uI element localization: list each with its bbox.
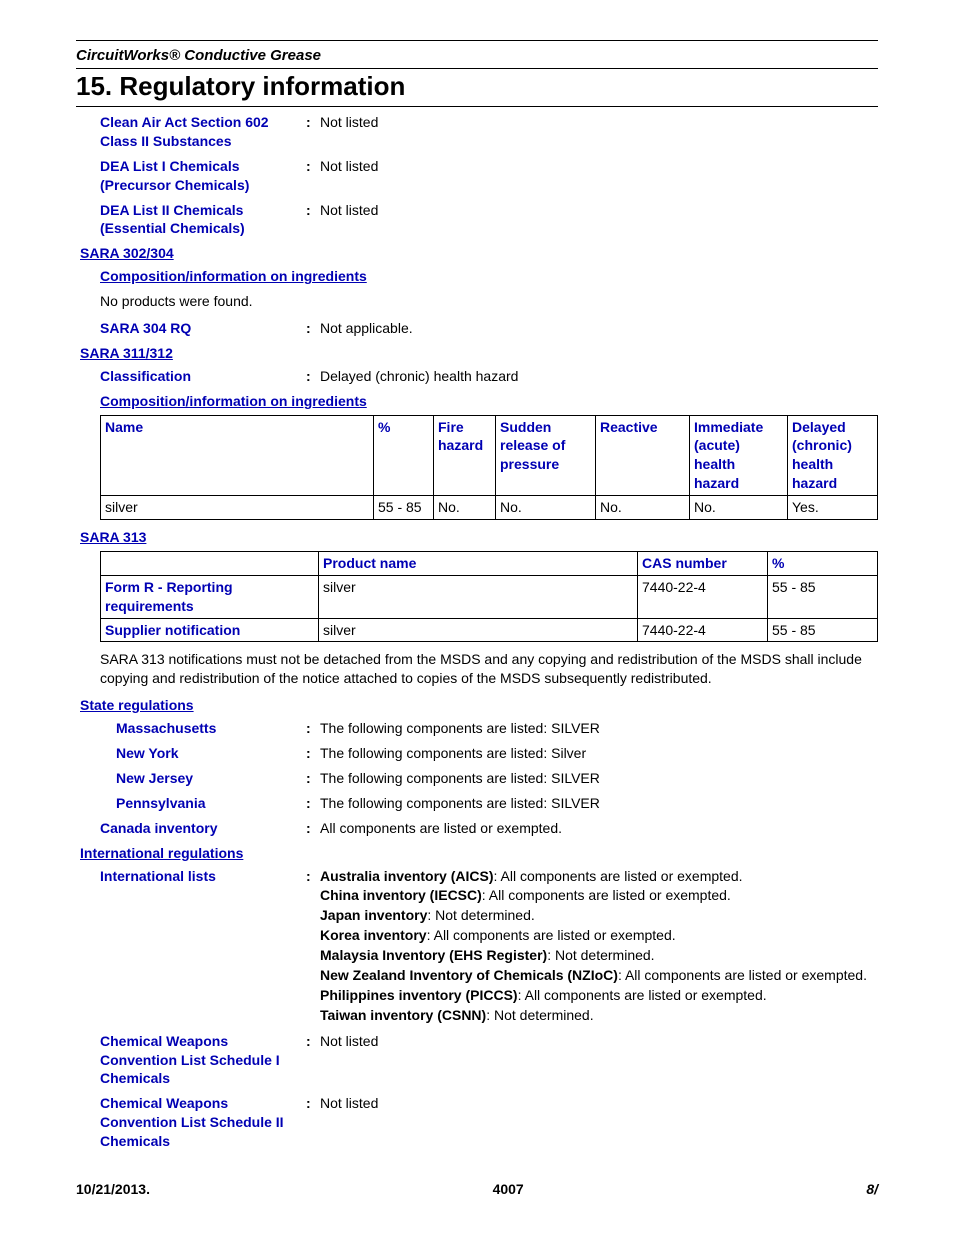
intl-line: Malaysia Inventory (EHS Register): Not d… xyxy=(320,946,878,965)
table-header: Name xyxy=(101,415,374,496)
table-cell: No. xyxy=(690,496,788,520)
table-header xyxy=(101,551,319,575)
table-header: CAS number xyxy=(638,551,768,575)
table-cell: No. xyxy=(434,496,496,520)
table-cell: silver xyxy=(319,618,638,642)
table-header: Delayed (chronic) health hazard xyxy=(788,415,878,496)
intl-line: Japan inventory: Not determined. xyxy=(320,906,878,925)
table-header: Reactive xyxy=(596,415,690,496)
classification-label: Classification xyxy=(100,367,306,386)
intl-line: New Zealand Inventory of Chemicals (NZIo… xyxy=(320,966,878,985)
reg-label: DEA List I Chemicals (Precursor Chemical… xyxy=(100,157,306,195)
state-value: The following components are listed: SIL… xyxy=(320,769,878,788)
reg-value: Not listed xyxy=(320,157,878,195)
state-label: New Jersey xyxy=(116,769,306,788)
table-header: Fire hazard xyxy=(434,415,496,496)
table-cell: 55 - 85 xyxy=(768,618,878,642)
state-value: The following components are listed: Sil… xyxy=(320,744,878,763)
sara-313-table: Product nameCAS number% Form R - Reportin… xyxy=(100,551,878,643)
cwc-label: Chemical Weapons Convention List Schedul… xyxy=(100,1032,306,1089)
table-cell: No. xyxy=(496,496,596,520)
table-header: % xyxy=(768,551,878,575)
cwc-value: Not listed xyxy=(320,1032,878,1089)
page-footer: 10/21/2013. 4007 8/ xyxy=(76,1181,878,1197)
intl-line: Philippines inventory (PICCS): All compo… xyxy=(320,986,878,1005)
footer-date: 10/21/2013. xyxy=(76,1181,150,1197)
state-label: Pennsylvania xyxy=(116,794,306,813)
sara-302-304-heading: SARA 302/304 xyxy=(80,244,878,263)
canada-value: All components are listed or exempted. xyxy=(320,819,878,838)
sara-302-304-text: No products were found. xyxy=(100,292,878,311)
table-cell: Yes. xyxy=(788,496,878,520)
sara-304-rq-value: Not applicable. xyxy=(320,319,878,338)
table-cell: 7440-22-4 xyxy=(638,618,768,642)
intl-reg-heading: International regulations xyxy=(80,844,878,863)
reg-label: Clean Air Act Section 602 Class II Subst… xyxy=(100,113,306,151)
canada-label: Canada inventory xyxy=(100,819,306,838)
footer-code: 4007 xyxy=(493,1181,524,1197)
cwc-value: Not listed xyxy=(320,1094,878,1151)
intl-lists-value: Australia inventory (AICS): All componen… xyxy=(320,867,878,1026)
table-cell: 7440-22-4 xyxy=(638,575,768,618)
reg-value: Not listed xyxy=(320,113,878,151)
footer-page: 8/ xyxy=(866,1181,878,1197)
sara-311-312-heading: SARA 311/312 xyxy=(80,344,878,363)
state-reg-heading: State regulations xyxy=(80,696,878,715)
sara-313-note: SARA 313 notifications must not be detac… xyxy=(100,650,878,688)
state-value: The following components are listed: SIL… xyxy=(320,794,878,813)
state-value: The following components are listed: SIL… xyxy=(320,719,878,738)
ingredients-table: Name%Fire hazardSudden release of pressu… xyxy=(100,415,878,520)
table-cell: silver xyxy=(101,496,374,520)
state-label: Massachusetts xyxy=(116,719,306,738)
intl-line: Taiwan inventory (CSNN): Not determined. xyxy=(320,1006,878,1025)
sara-311-312-sub: Composition/information on ingredients xyxy=(100,392,878,411)
classification-value: Delayed (chronic) health hazard xyxy=(320,367,878,386)
section-title: 15. Regulatory information xyxy=(76,69,878,107)
state-label: New York xyxy=(116,744,306,763)
cwc-label: Chemical Weapons Convention List Schedul… xyxy=(100,1094,306,1151)
table-header: % xyxy=(374,415,434,496)
product-header: CircuitWorks® Conductive Grease xyxy=(76,41,878,69)
reg-value: Not listed xyxy=(320,201,878,239)
table-header: Immediate (acute) health hazard xyxy=(690,415,788,496)
intl-line: China inventory (IECSC): All components … xyxy=(320,886,878,905)
sara-313-heading: SARA 313 xyxy=(80,528,878,547)
intl-lists-label: International lists xyxy=(100,867,306,1026)
table-cell: silver xyxy=(319,575,638,618)
intl-line: Korea inventory: All components are list… xyxy=(320,926,878,945)
sara-302-304-sub: Composition/information on ingredients xyxy=(100,267,878,286)
table-row-label: Supplier notification xyxy=(101,618,319,642)
table-row-label: Form R - Reporting requirements xyxy=(101,575,319,618)
table-cell: 55 - 85 xyxy=(374,496,434,520)
table-header: Sudden release of pressure xyxy=(496,415,596,496)
sara-304-rq-label: SARA 304 RQ xyxy=(100,319,306,338)
reg-label: DEA List II Chemicals (Essential Chemica… xyxy=(100,201,306,239)
table-cell: 55 - 85 xyxy=(768,575,878,618)
table-header: Product name xyxy=(319,551,638,575)
table-cell: No. xyxy=(596,496,690,520)
intl-line: Australia inventory (AICS): All componen… xyxy=(320,867,878,886)
